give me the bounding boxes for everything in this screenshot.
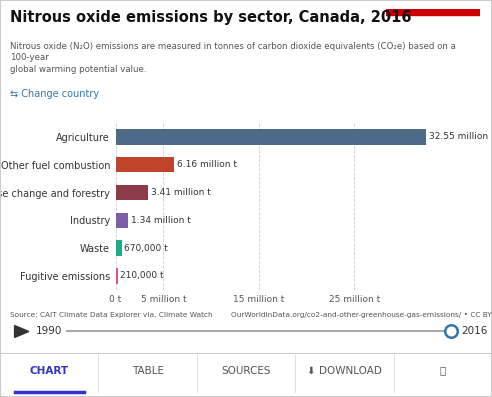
- Text: Our World: Our World: [407, 21, 459, 30]
- Polygon shape: [15, 326, 29, 337]
- Text: 1990: 1990: [36, 326, 62, 337]
- Bar: [116, 241, 122, 256]
- Text: ⬇ DOWNLOAD: ⬇ DOWNLOAD: [307, 366, 382, 376]
- Bar: [116, 185, 148, 200]
- Text: OurWorldInData.org/co2-and-other-greenhouse-gas-emissions/ • CC BY: OurWorldInData.org/co2-and-other-greenho…: [231, 312, 492, 318]
- Bar: [116, 129, 427, 145]
- Text: Source: CAIT Climate Data Explorer via. Climate Watch: Source: CAIT Climate Data Explorer via. …: [10, 312, 213, 318]
- Text: 6.16 million t: 6.16 million t: [177, 160, 237, 169]
- Text: SOURCES: SOURCES: [221, 366, 271, 376]
- Text: 3.41 million t: 3.41 million t: [151, 188, 211, 197]
- Bar: [116, 268, 118, 283]
- Text: ⫫: ⫫: [440, 366, 446, 376]
- Text: 32.55 million t: 32.55 million t: [429, 133, 492, 141]
- Text: 2016: 2016: [461, 326, 487, 337]
- Bar: [116, 157, 175, 172]
- Text: TABLE: TABLE: [131, 366, 164, 376]
- Text: 210,000 t: 210,000 t: [120, 272, 164, 280]
- Bar: [116, 213, 128, 228]
- Text: Nitrous oxide (N₂O) emissions are measured in tonnes of carbon dioxide equivalen: Nitrous oxide (N₂O) emissions are measur…: [10, 42, 456, 74]
- Text: in Data: in Data: [415, 35, 451, 44]
- Text: 670,000 t: 670,000 t: [124, 244, 168, 252]
- Bar: [386, 9, 480, 15]
- Text: CHART: CHART: [30, 366, 69, 376]
- Text: ⇆ Change country: ⇆ Change country: [10, 89, 99, 99]
- Text: 1.34 million t: 1.34 million t: [131, 216, 191, 225]
- Text: Nitrous oxide emissions by sector, Canada, 2016: Nitrous oxide emissions by sector, Canad…: [10, 10, 411, 25]
